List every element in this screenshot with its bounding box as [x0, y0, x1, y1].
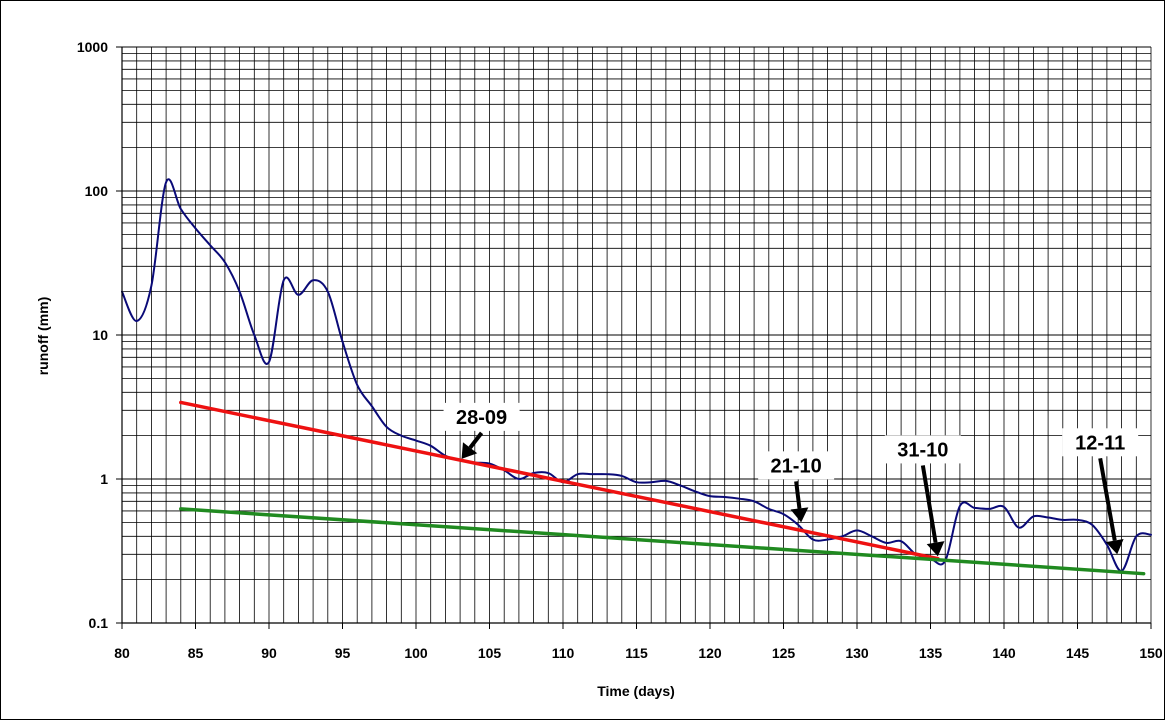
x-tick-label: 95 — [335, 645, 351, 661]
annotation-label: 31-10 — [897, 439, 948, 461]
annotation-label-box — [758, 451, 835, 480]
x-tick-label: 135 — [919, 645, 943, 661]
annotation-label: 12-11 — [1075, 432, 1125, 454]
annotation-arrow-head — [1105, 538, 1124, 555]
annotation-12-11: 12-11 — [1062, 428, 1139, 555]
series-layer — [121, 178, 1152, 576]
annotation-label: 28-09 — [456, 407, 507, 429]
x-tick-label: 85 — [188, 645, 204, 661]
annotation-arrow-head — [461, 442, 478, 459]
annotation-28-09: 28-09 — [443, 402, 520, 459]
y-tick-label: 0.1 — [89, 615, 109, 631]
y-tick-label: 1 — [100, 471, 108, 487]
annotation-label-box — [884, 435, 961, 464]
x-tick-label: 80 — [114, 645, 130, 661]
x-tick-label: 100 — [404, 645, 428, 661]
axes: 80 85 90 95 100 105 110 115 120 125 130 135 140 145 15… — [77, 39, 1163, 661]
annotation-arrow-shaft — [920, 465, 938, 543]
annotation-arrow-shaft — [468, 431, 484, 449]
x-tick-label: 90 — [261, 645, 277, 661]
annotation-arrow-shaft — [1098, 457, 1117, 541]
annotation-arrow-head — [790, 507, 809, 523]
x-axis-title: Time (days) — [597, 683, 675, 699]
grid — [121, 46, 1152, 624]
x-tick-label: 120 — [698, 645, 722, 661]
x-tick-label: 145 — [1066, 645, 1090, 661]
x-tick-label: 110 — [552, 645, 575, 661]
annotation-arrow-head — [926, 541, 945, 557]
x-tick-label: 150 — [1139, 645, 1163, 661]
x-tick-label: 105 — [478, 645, 502, 661]
annotation-arrow-shaft — [794, 481, 802, 509]
y-tick-label: 10 — [92, 327, 108, 343]
y-axis-title: runoff (mm) — [35, 297, 51, 376]
baseflow-recession-line-green — [179, 507, 1146, 576]
y-tick-label: 1000 — [77, 39, 108, 55]
y-tick-label: 100 — [85, 183, 109, 199]
annotation-21-10: 21-10 — [758, 451, 835, 523]
annotation-31-10: 31-10 — [884, 435, 961, 557]
runoff-hydrograph-line — [121, 178, 1152, 572]
annotation-label-box — [443, 402, 520, 431]
x-tick-label: 140 — [992, 645, 1016, 661]
recession-fit-line-red — [179, 400, 940, 561]
x-tick-label: 115 — [625, 645, 648, 661]
x-tick-label: 125 — [772, 645, 796, 661]
annotation-label-box — [1062, 428, 1139, 457]
x-tick-label: 130 — [845, 645, 869, 661]
annotation-label: 21-10 — [771, 455, 822, 477]
annotations: 28-09 21-10 31-10 12-11 — [443, 402, 1139, 557]
